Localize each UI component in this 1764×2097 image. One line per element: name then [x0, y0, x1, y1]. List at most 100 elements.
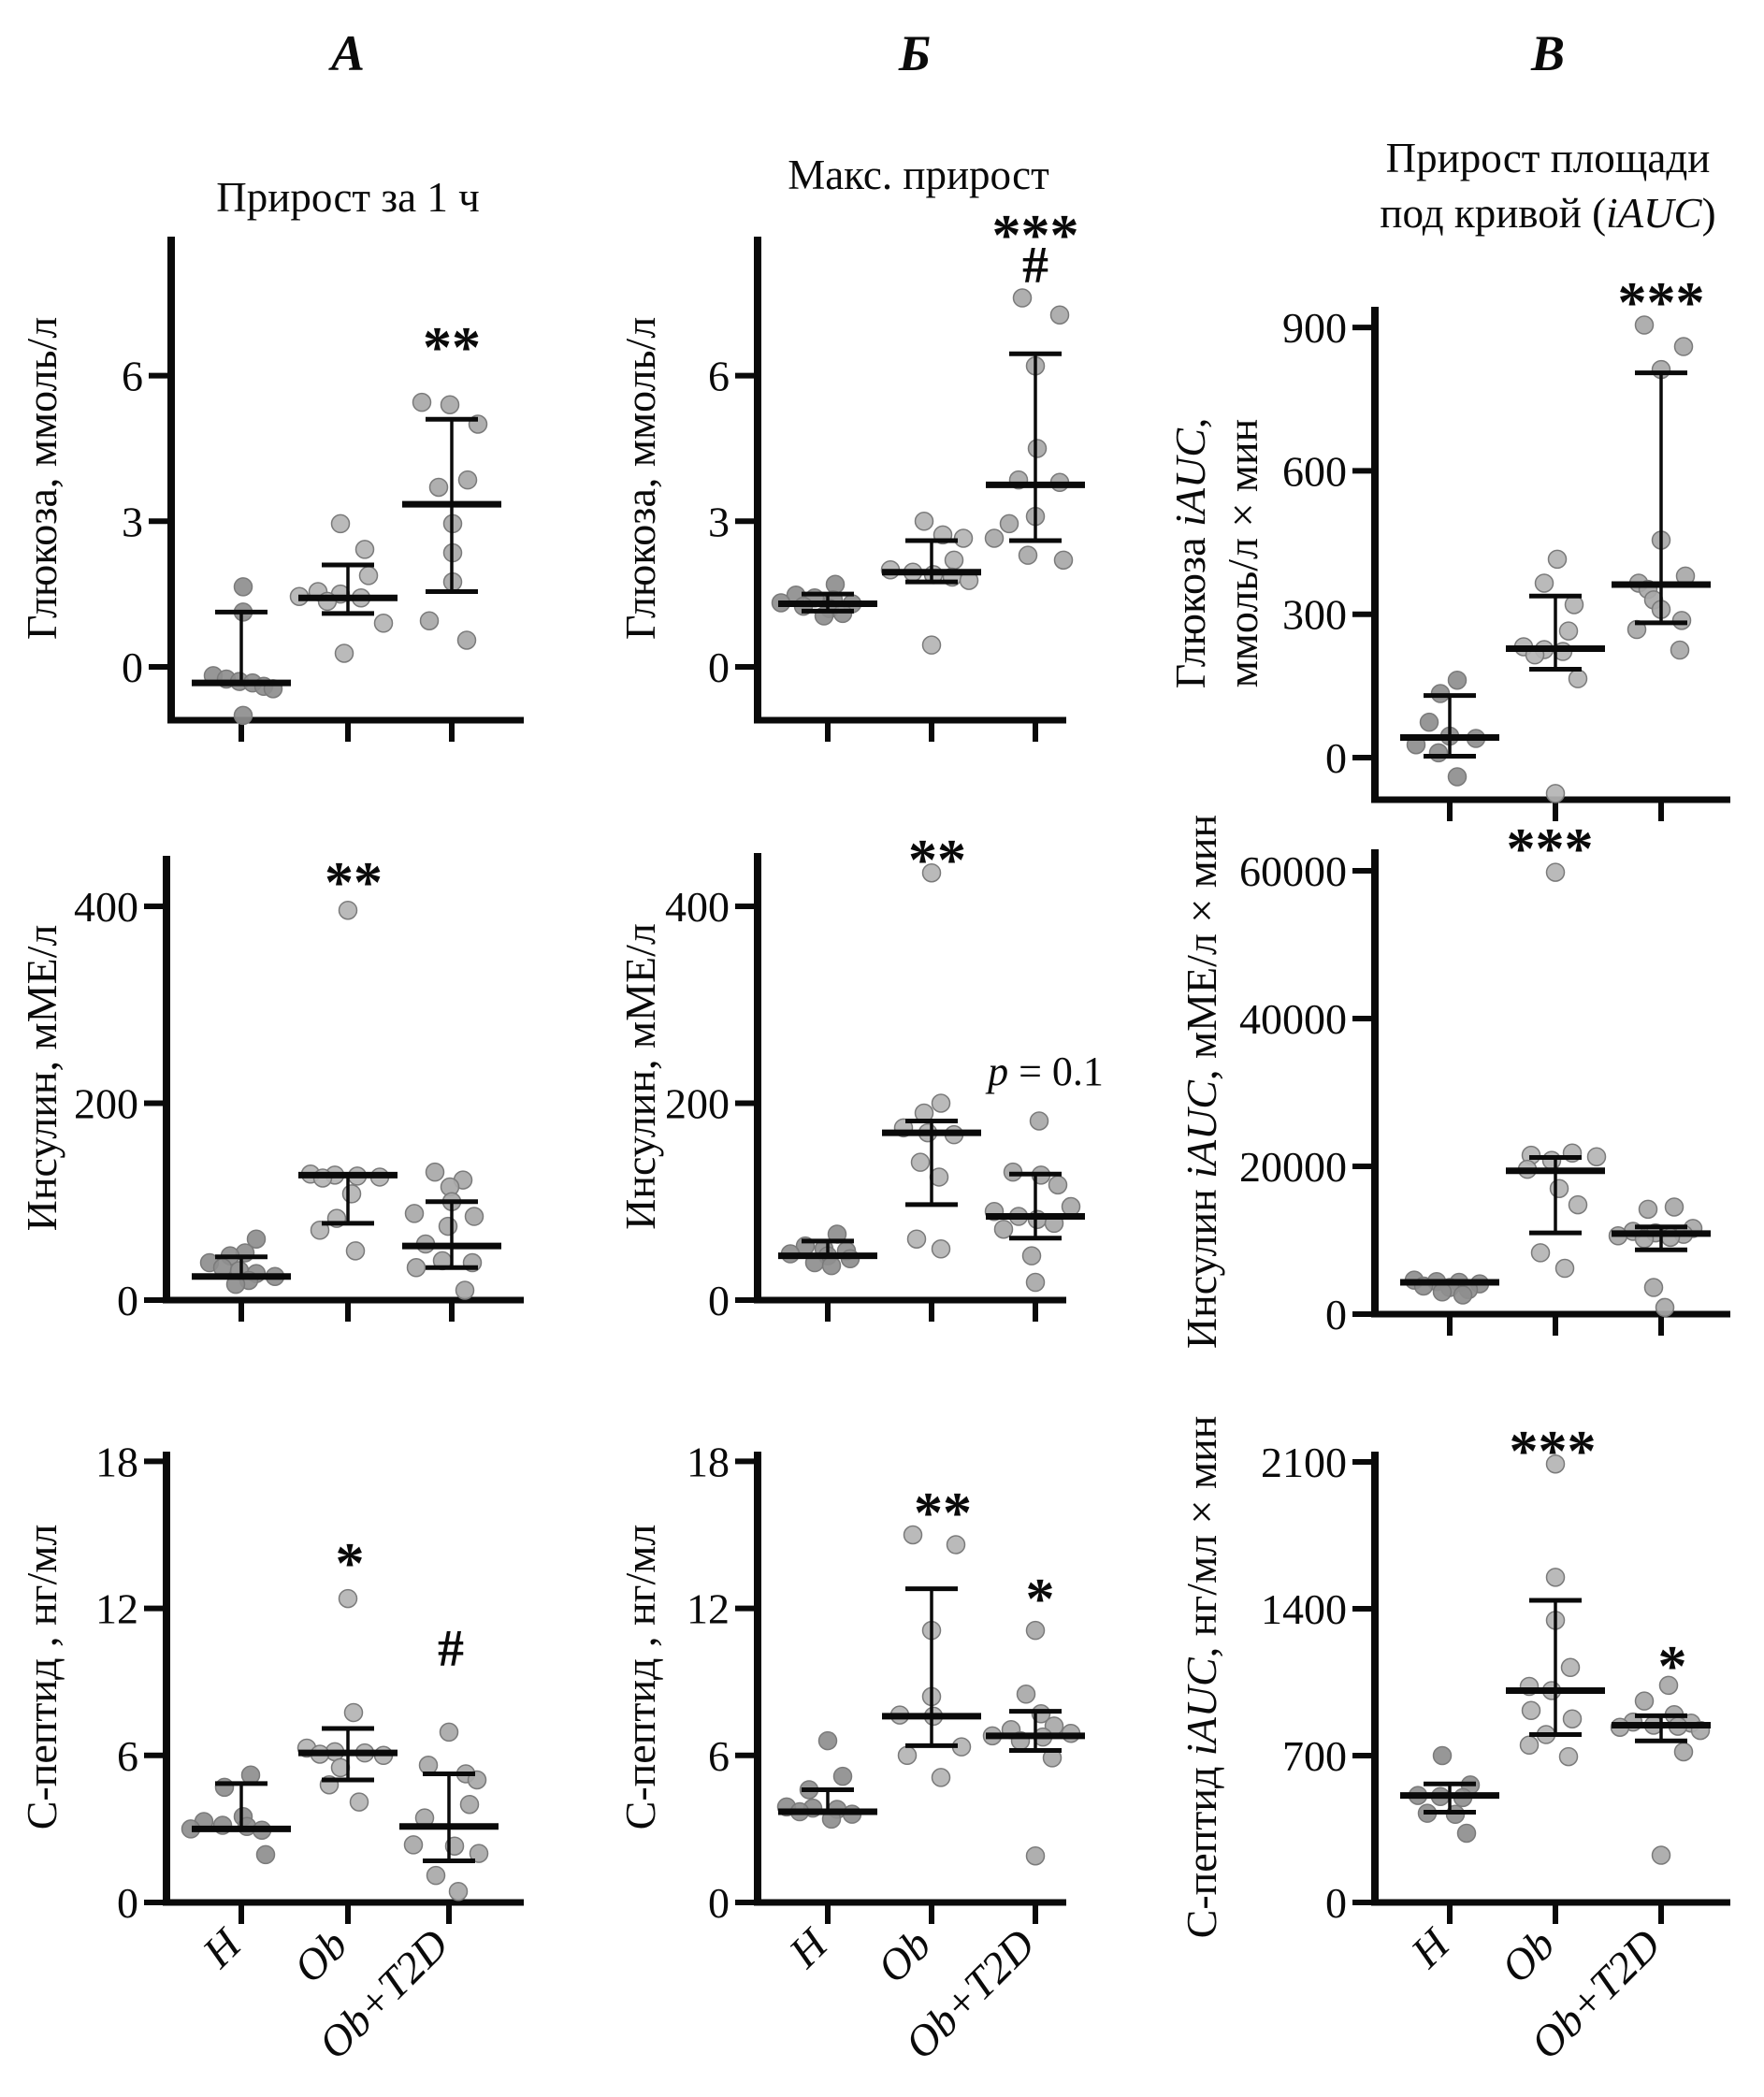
data-point [1021, 1246, 1042, 1265]
data-point [455, 1280, 475, 1300]
data-point [334, 644, 354, 663]
asterisk-annotation: * [336, 1532, 365, 1596]
data-point [354, 540, 375, 559]
y-tick-label: 700 [1282, 1732, 1347, 1780]
stats-glucose-delta-1h-1 [298, 562, 398, 616]
axes-insulin-delta-1h: 0 200 400 [74, 856, 524, 1324]
points-glucose-delta-1h-ob [289, 513, 394, 663]
x-group-label: Ob [868, 1920, 940, 1992]
data-point [1053, 550, 1074, 571]
points-insulin-max-n [780, 1224, 860, 1276]
points-insulin-iauc-obt2d [1608, 1197, 1703, 1318]
stats-glucose-max-2 [986, 351, 1085, 543]
data-point [910, 1152, 931, 1172]
asterisk-annotation: ** [423, 316, 481, 380]
y-tick-label: 12 [95, 1585, 138, 1633]
stats-glucose-delta-1h-0 [192, 609, 291, 687]
data-point [428, 477, 449, 498]
y-tick-label: 400 [665, 883, 730, 931]
y-tick-label: 60000 [1239, 847, 1347, 895]
data-point [1634, 1691, 1655, 1711]
data-point [1568, 669, 1588, 688]
y-tick-label: 0 [117, 1879, 138, 1927]
column-title-iauc-line2: под кривой (iAUC) [1380, 190, 1716, 238]
data-point [1558, 1746, 1579, 1767]
y-tick-label: 0 [1325, 734, 1347, 782]
stats-glucose-max-0 [778, 591, 877, 614]
data-point [1447, 670, 1468, 690]
data-point [343, 1702, 364, 1723]
points-insulin-max-obt2d [984, 1111, 1081, 1293]
panel-letter-b: Б [898, 25, 932, 81]
points-cpeptide-delta-1h-n [181, 1765, 276, 1865]
data-point [931, 1768, 951, 1787]
data-point [457, 470, 478, 490]
asterisk-annotation: *** [992, 204, 1079, 268]
data-point [1541, 1150, 1562, 1170]
data-point [1673, 1742, 1694, 1762]
y-tick-label: 12 [687, 1585, 730, 1633]
data-point [1545, 1568, 1566, 1587]
axes-cpeptide-max: 0 6 12 18 [687, 1438, 1066, 1927]
data-point [403, 1835, 424, 1855]
stats-glucose-iauc-1 [1506, 593, 1605, 672]
points-cpeptide-iauc-obt2d [1610, 1675, 1711, 1865]
data-point [999, 513, 1019, 534]
axes-glucose-max: 0 3 6 [708, 237, 1066, 742]
points-glucose-iauc-ob [1513, 549, 1588, 803]
data-point [897, 1745, 918, 1766]
panel-glucose-max: 0 3 6 Глюкоза, ммоль/л ***# [616, 204, 1085, 742]
data-point [1560, 1657, 1581, 1678]
data-point [214, 1777, 235, 1798]
stats-insulin-iauc-1 [1506, 1155, 1605, 1236]
stats-insulin-max-1 [882, 1118, 981, 1208]
data-point [1545, 862, 1566, 882]
data-point [440, 395, 460, 414]
panel-glucose-delta-1h: 0 3 6 Глюкоза, ммоль/л ** [18, 237, 524, 742]
points-insulin-iauc-n [1404, 1270, 1490, 1305]
points-cpeptide-iauc-ob [1519, 1453, 1583, 1767]
data-point [1545, 784, 1566, 803]
stats-insulin-max-2 [986, 1171, 1085, 1241]
stats-glucose-iauc-0 [1400, 693, 1499, 759]
data-point [914, 512, 934, 531]
axes-cpeptide-delta-1h: 0 6 12 18 [95, 1438, 524, 1927]
asterisk-annotation: *** [1510, 1420, 1597, 1483]
p-value-annotation: p = 0.1 [985, 1048, 1104, 1094]
y-tick-label: 300 [1282, 591, 1347, 639]
axes-insulin-max: 0 200 400 [665, 853, 1066, 1324]
data-point [439, 1722, 459, 1743]
y-tick-label: 6 [122, 353, 143, 400]
y-tick-label: 900 [1282, 304, 1347, 352]
y-tick-label: 0 [708, 644, 730, 691]
data-point [1048, 1175, 1068, 1195]
data-point [1658, 1675, 1679, 1696]
data-point [1671, 611, 1692, 630]
data-point [412, 392, 432, 412]
y-axis-title: ммоль/л × мин [1219, 419, 1266, 688]
stats-cpeptide-max-1 [882, 1586, 981, 1748]
stats-insulin-delta-1h-0 [192, 1254, 291, 1280]
y-tick-label: 400 [74, 883, 138, 931]
y-tick-label: 600 [1282, 447, 1347, 495]
asterisk-annotation: * [1026, 1568, 1055, 1631]
data-point [1562, 1709, 1583, 1728]
data-point [1016, 1685, 1036, 1704]
y-tick-label: 40000 [1239, 995, 1347, 1043]
data-point [240, 1765, 261, 1786]
data-point [931, 1093, 951, 1113]
y-tick-label: 18 [95, 1438, 138, 1485]
data-point [338, 1588, 358, 1609]
stats-insulin-max-0 [778, 1238, 877, 1260]
data-point [459, 1794, 480, 1815]
stats-cpeptide-iauc-2 [1612, 1713, 1711, 1743]
data-point [1519, 1735, 1540, 1756]
data-point [233, 577, 253, 597]
data-point [1643, 1278, 1664, 1297]
data-point [1456, 1823, 1477, 1844]
data-point [418, 1756, 439, 1775]
stats-insulin-delta-1h-1 [298, 1171, 398, 1226]
